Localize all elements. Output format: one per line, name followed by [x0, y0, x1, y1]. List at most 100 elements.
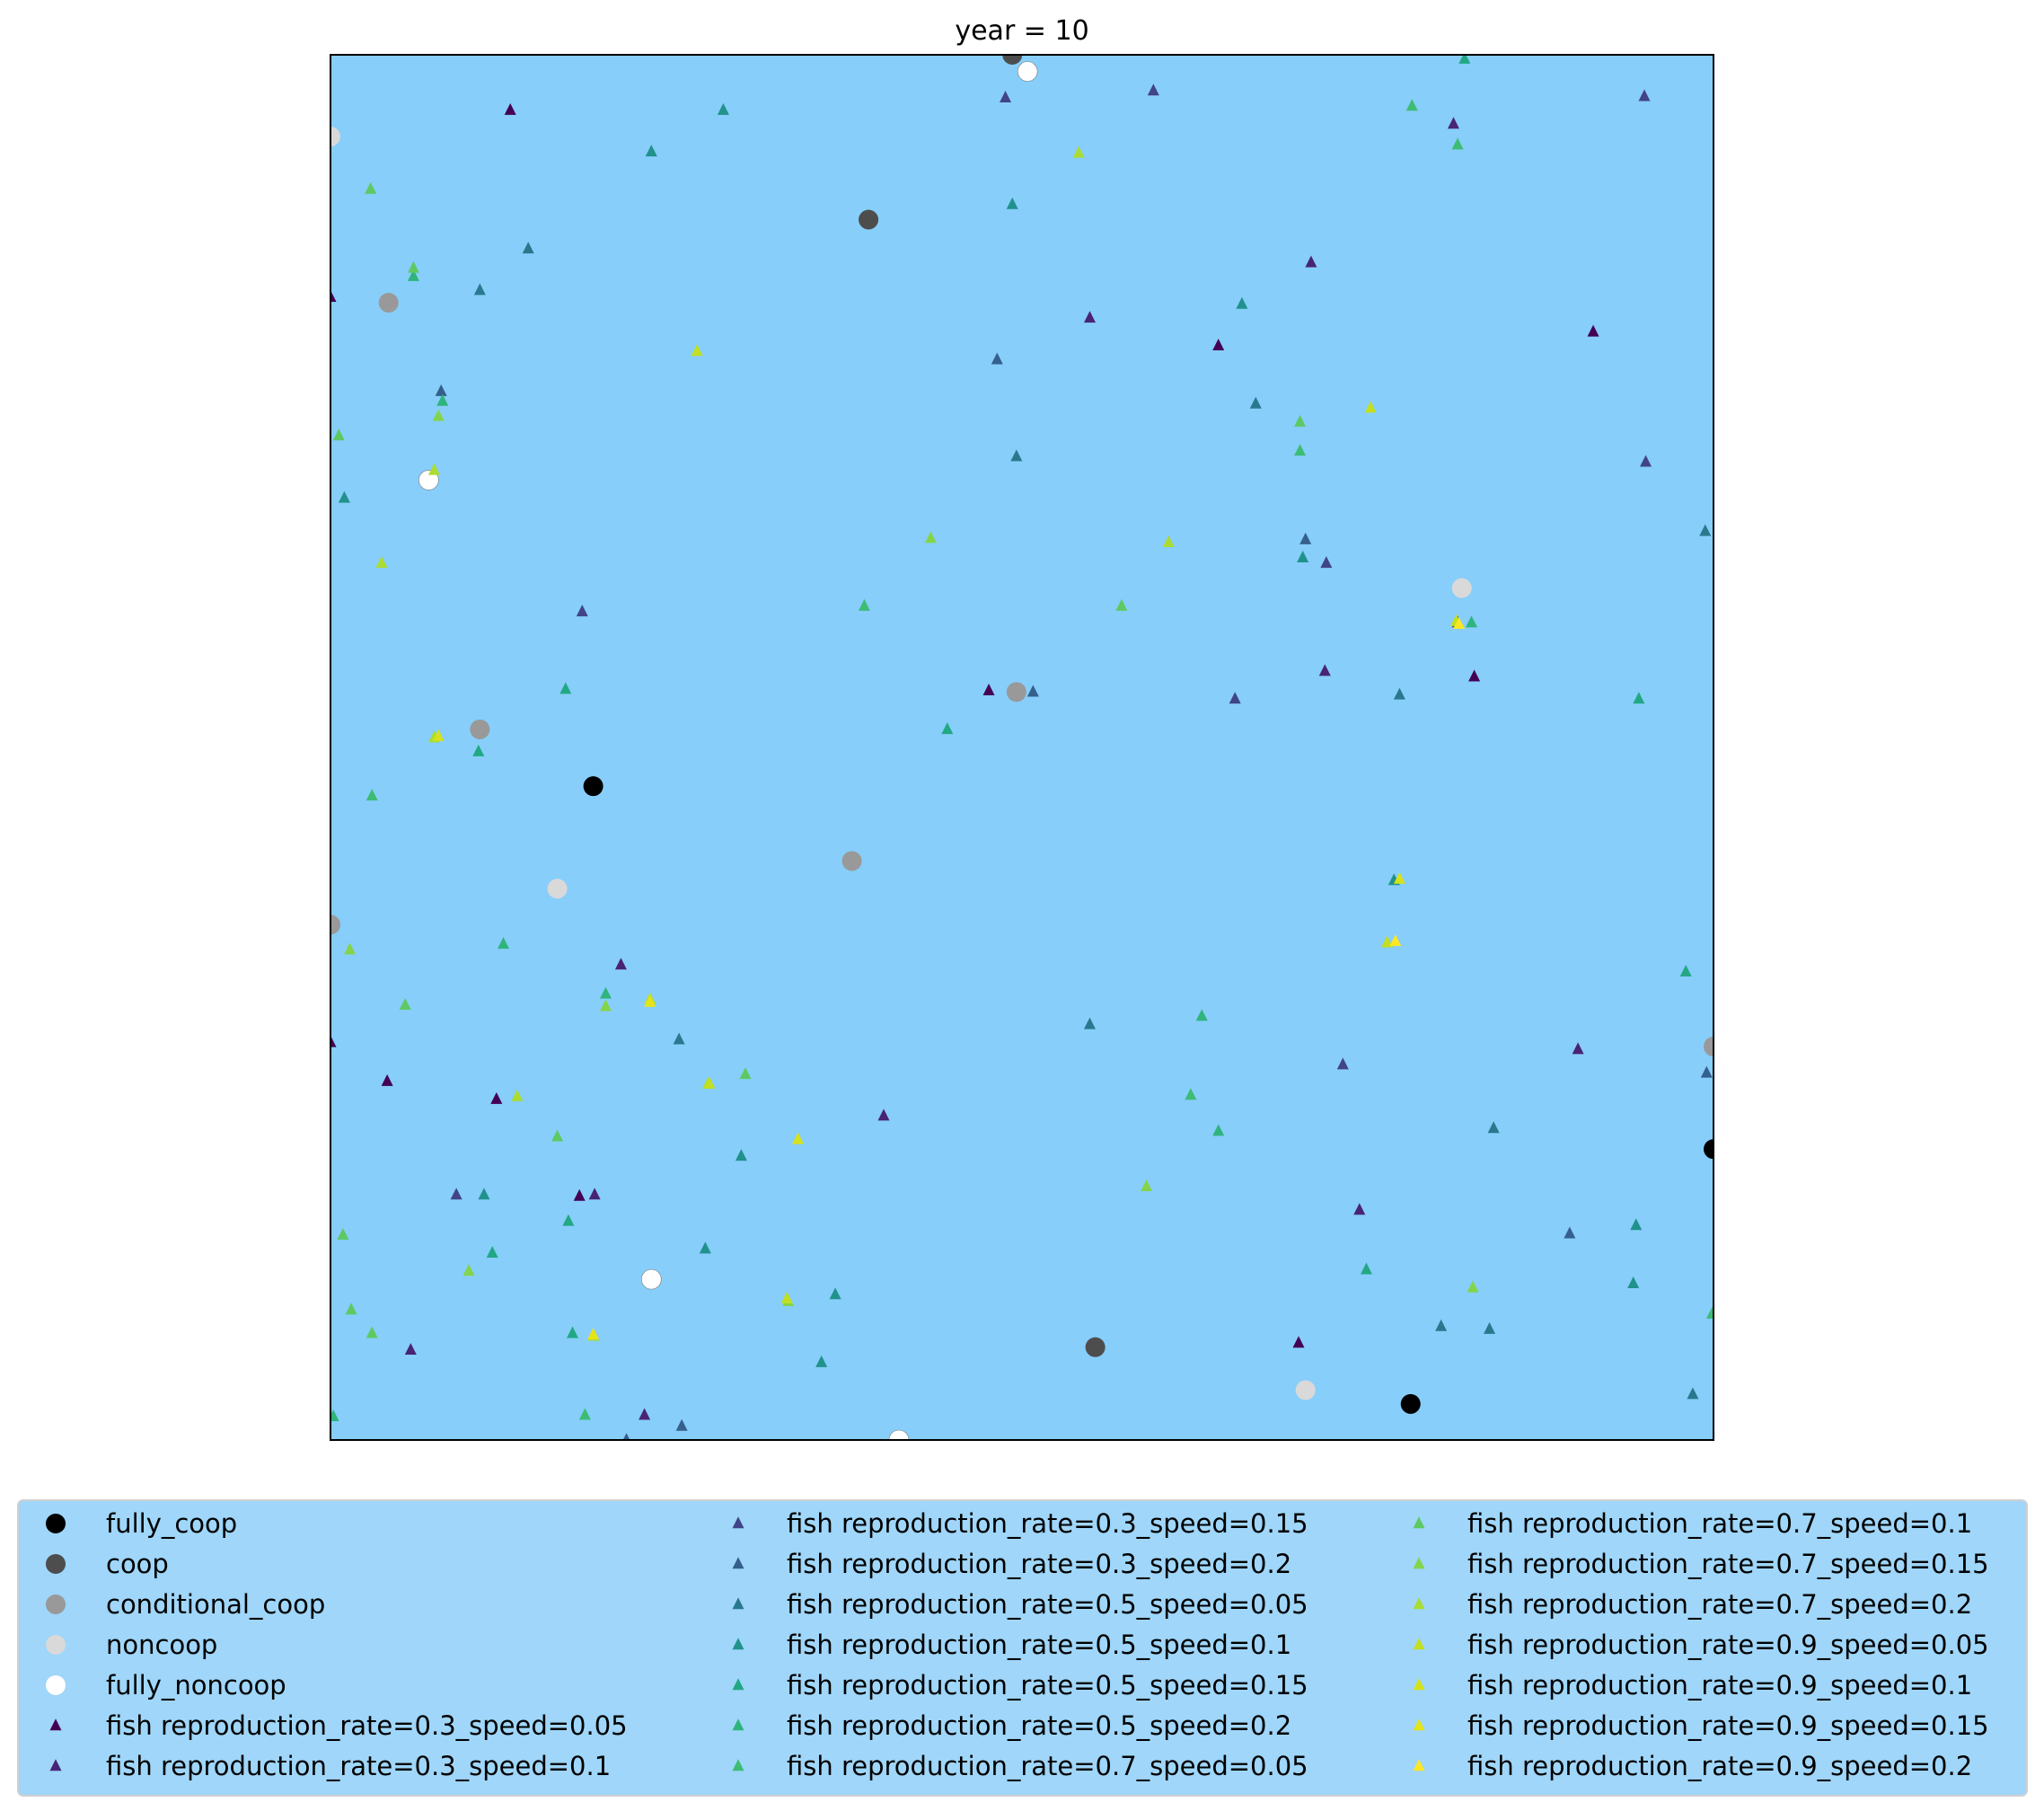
data-point: [1017, 61, 1038, 82]
data-point: [691, 344, 703, 357]
legend-item: fish reproduction_rate=0.7_speed=0.05: [732, 1751, 1308, 1781]
data-point: [829, 1287, 841, 1300]
data-point: [472, 744, 485, 756]
data-point: [551, 1129, 564, 1142]
data-point: [559, 682, 572, 694]
data-point: [1467, 1280, 1479, 1293]
data-point: [330, 1409, 339, 1421]
data-point: [366, 1326, 378, 1338]
data-point: [735, 1149, 747, 1162]
data-point: [1393, 871, 1405, 884]
data-point: [330, 290, 337, 303]
legend-item: fish reproduction_rate=0.9_speed=0.05: [1413, 1630, 1989, 1660]
legend-item: fish reproduction_rate=0.7_speed=0.15: [1413, 1549, 1989, 1579]
data-point: [567, 1326, 578, 1338]
data-point: [578, 1408, 591, 1420]
legend-label: fish reproduction_rate=0.9_speed=0.2: [1467, 1751, 1972, 1781]
legend-item: fish reproduction_rate=0.5_speed=0.2: [732, 1710, 1291, 1741]
data-point: [1294, 414, 1307, 427]
legend-marker: [732, 1557, 744, 1569]
legend-label: conditional_coop: [106, 1589, 325, 1620]
legend-marker: [732, 1597, 744, 1610]
data-point: [1640, 455, 1652, 467]
legend-item: conditional_coop: [46, 1589, 325, 1620]
data-point: [378, 293, 399, 314]
data-point: [941, 722, 954, 735]
legend-item: fish reproduction_rate=0.3_speed=0.15: [732, 1508, 1308, 1539]
legend-item: coop: [46, 1549, 169, 1579]
plot-frame: [330, 54, 1714, 1441]
data-point: [1687, 1387, 1699, 1400]
data-point: [1451, 137, 1464, 150]
data-point: [365, 181, 377, 194]
data-point: [1085, 1337, 1106, 1357]
data-point: [562, 1214, 575, 1226]
legend-marker: [1413, 1638, 1425, 1650]
data-point: [1072, 146, 1085, 158]
data-point: [337, 1227, 349, 1240]
data-point: [1630, 1218, 1643, 1231]
data-point: [1320, 556, 1333, 569]
data-point: [924, 531, 937, 543]
legend-label: fish reproduction_rate=0.7_speed=0.05: [787, 1751, 1308, 1781]
data-point: [1002, 55, 1023, 65]
data-point: [522, 242, 534, 254]
data-point: [330, 914, 340, 935]
data-point: [1026, 685, 1039, 697]
legend-item: fish reproduction_rate=0.9_speed=0.15: [1413, 1710, 1989, 1741]
legend-marker: [732, 1718, 744, 1731]
data-point: [1006, 197, 1018, 209]
data-point: [1162, 534, 1175, 547]
data-point: [1115, 598, 1128, 611]
legend-label: fish reproduction_rate=0.5_speed=0.2: [787, 1710, 1291, 1741]
legend-item: fish reproduction_rate=0.9_speed=0.2: [1413, 1751, 1972, 1781]
data-point: [345, 1303, 357, 1315]
data-point: [599, 999, 612, 1012]
data-point: [703, 1076, 716, 1089]
data-point: [1000, 91, 1012, 103]
data-point: [407, 269, 419, 281]
data-point: [792, 1132, 805, 1144]
data-point: [1587, 324, 1599, 337]
data-point: [1400, 1393, 1421, 1414]
legend-marker: [732, 1516, 744, 1529]
data-point: [428, 463, 440, 475]
data-point: [407, 261, 419, 273]
data-point: [1212, 1124, 1225, 1136]
data-point: [490, 1091, 503, 1104]
data-point: [1336, 1057, 1349, 1070]
legend-marker: [46, 1675, 66, 1695]
data-point: [841, 851, 862, 871]
data-point: [1381, 935, 1394, 948]
legend-marker: [1413, 1516, 1425, 1529]
legend-marker: [46, 1514, 66, 1533]
data-point: [1010, 449, 1023, 462]
data-point: [815, 1355, 828, 1367]
legend-marker: [732, 1759, 744, 1771]
data-point: [1487, 1121, 1500, 1134]
data-point: [1147, 84, 1159, 96]
data-point: [640, 1268, 662, 1290]
legend-item: fish reproduction_rate=0.5_speed=0.05: [732, 1589, 1308, 1620]
data-point: [1458, 55, 1471, 64]
legend-label: fish reproduction_rate=0.5_speed=0.1: [787, 1630, 1291, 1660]
legend-marker: [46, 1554, 66, 1574]
data-point: [717, 102, 729, 115]
data-point: [780, 1291, 793, 1303]
data-point: [375, 556, 388, 569]
data-point: [1249, 396, 1262, 409]
data-point: [1212, 339, 1225, 351]
legend-item: fish reproduction_rate=0.3_speed=0.2: [732, 1549, 1291, 1579]
data-point: [1236, 296, 1248, 309]
data-point: [1292, 1336, 1305, 1348]
legend-label: coop: [106, 1549, 169, 1579]
data-point: [486, 1246, 498, 1259]
data-point: [470, 719, 490, 739]
legend-marker: [46, 1595, 66, 1614]
legend-label: fish reproduction_rate=0.3_speed=0.1: [106, 1751, 611, 1781]
data-point: [1627, 1276, 1640, 1288]
data-point: [1318, 664, 1331, 676]
data-point: [1405, 99, 1418, 111]
data-point: [1185, 1088, 1197, 1100]
